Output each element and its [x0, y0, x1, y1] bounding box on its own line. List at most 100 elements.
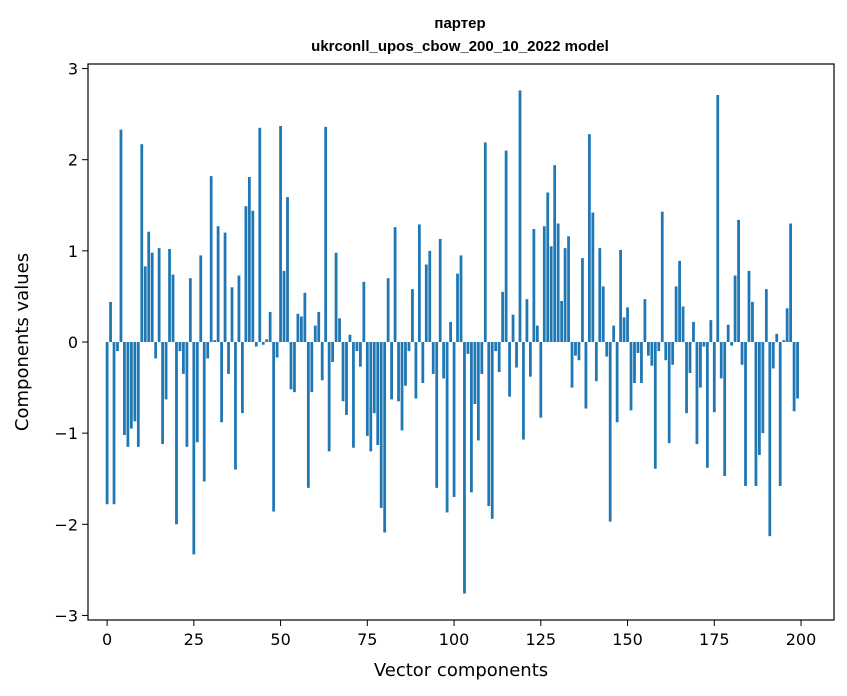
bar-186: [751, 301, 754, 342]
bar-72: [355, 342, 359, 352]
bar-55: [296, 313, 300, 342]
bar-122: [529, 342, 532, 377]
bar-82: [390, 342, 393, 400]
bar-45: [261, 342, 265, 345]
bar-9: [136, 342, 140, 447]
bar-13: [150, 252, 154, 342]
y-axis-ticks: −3 −2 −1 0 1 2 3: [54, 60, 88, 625]
bar-103: [463, 342, 466, 594]
bar-34: [223, 232, 227, 342]
bar-190: [764, 289, 768, 342]
bar-48: [272, 342, 276, 512]
bar-23: [185, 342, 189, 447]
bar-88: [411, 289, 414, 342]
bar-94: [431, 342, 435, 374]
bar-46: [265, 339, 269, 342]
bar-194: [778, 342, 782, 487]
x-tick-label-0: 0: [102, 630, 112, 649]
x-tick-label-75: 75: [357, 630, 377, 649]
bar-187: [754, 342, 758, 487]
bar-140: [591, 212, 595, 342]
bar-128: [549, 246, 553, 342]
bar-141: [594, 342, 598, 382]
bar-18: [168, 249, 171, 342]
bar-162: [667, 342, 671, 444]
bar-131: [560, 300, 564, 342]
bar-0: [105, 342, 109, 505]
bar-16: [161, 342, 164, 445]
bar-197: [789, 223, 793, 342]
bar-142: [598, 248, 602, 342]
x-tick-label-25: 25: [184, 630, 204, 649]
bar-54: [293, 342, 296, 393]
bar-196: [785, 308, 789, 342]
bar-10: [140, 144, 144, 342]
bar-143: [601, 286, 605, 342]
bar-193: [775, 333, 779, 342]
x-tick-label-175: 175: [699, 630, 730, 649]
bar-57: [303, 292, 307, 342]
bar-80: [383, 342, 387, 533]
bar-178: [723, 342, 727, 476]
y-tick-label-6: 3: [68, 60, 78, 79]
bar-170: [695, 342, 699, 445]
bar-129: [553, 165, 557, 342]
bar-64: [327, 342, 331, 452]
bar-61: [317, 311, 321, 342]
bar-31: [213, 340, 217, 342]
bar-107: [476, 342, 480, 441]
bars-group: [105, 90, 799, 594]
bar-175: [712, 342, 716, 413]
bar-171: [699, 342, 702, 388]
y-axis-label: Components values: [12, 253, 33, 431]
bar-24: [188, 278, 192, 342]
bar-195: [782, 340, 786, 342]
bar-99: [449, 321, 452, 342]
bar-56: [300, 316, 303, 342]
bar-158: [653, 342, 657, 469]
bar-4: [119, 129, 123, 342]
bar-155: [643, 299, 647, 342]
bar-3: [116, 342, 119, 352]
bar-1: [109, 301, 112, 342]
bar-152: [633, 342, 636, 384]
bar-62: [320, 342, 324, 381]
bar-53: [289, 342, 293, 390]
y-tick-label-2: −1: [54, 424, 78, 443]
bar-135: [574, 342, 577, 356]
bar-146: [612, 325, 616, 342]
bar-150: [626, 307, 629, 342]
bar-52: [286, 197, 289, 342]
bar-8: [133, 342, 137, 422]
bar-133: [567, 236, 570, 342]
bar-35: [227, 342, 230, 374]
bar-119: [518, 90, 522, 343]
bar-39: [241, 342, 244, 414]
bar-28: [202, 342, 206, 482]
bar-148: [619, 249, 622, 342]
bar-112: [494, 342, 498, 352]
bar-165: [678, 260, 681, 342]
bar-117: [511, 314, 515, 342]
bar-44: [258, 127, 262, 342]
bar-100: [452, 342, 456, 497]
bar-73: [358, 342, 362, 367]
bar-30: [209, 176, 213, 342]
bar-110: [487, 342, 491, 507]
bar-199: [796, 342, 799, 399]
bar-40: [244, 206, 248, 342]
bar-17: [164, 342, 168, 400]
bar-59: [310, 342, 314, 393]
bar-160: [660, 211, 664, 342]
bar-89: [414, 342, 418, 399]
bar-124: [535, 325, 539, 342]
bar-60: [313, 325, 317, 342]
bar-42: [251, 210, 255, 342]
bar-26: [195, 342, 199, 443]
bar-115: [504, 150, 508, 342]
bar-127: [546, 192, 550, 342]
bar-14: [154, 342, 158, 359]
bar-50: [279, 125, 282, 342]
bar-173: [705, 342, 709, 468]
bar-116: [508, 342, 511, 397]
